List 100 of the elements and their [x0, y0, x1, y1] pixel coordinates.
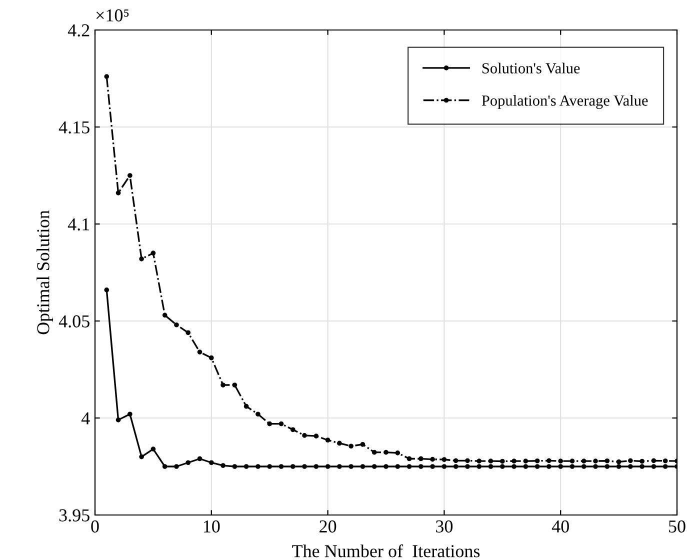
point — [104, 74, 110, 79]
point — [372, 464, 377, 469]
point — [116, 418, 121, 422]
point — [127, 173, 132, 178]
point — [116, 190, 121, 196]
point — [174, 464, 179, 469]
point — [593, 458, 598, 464]
point — [628, 464, 633, 469]
x-tick-label: 0 — [91, 520, 99, 533]
point — [302, 464, 307, 469]
point — [442, 464, 447, 469]
point — [372, 450, 377, 455]
point — [651, 458, 656, 464]
point — [104, 288, 110, 292]
point — [162, 312, 168, 318]
x-tick-label: 40 — [552, 520, 569, 533]
y-tick-label: 4 — [81, 412, 90, 424]
point — [267, 421, 272, 426]
point — [314, 464, 319, 469]
x-tick-label: 10 — [204, 520, 220, 533]
point — [570, 464, 575, 469]
point — [150, 250, 156, 256]
point — [616, 464, 622, 469]
legend-label: Population's Average Value — [482, 94, 648, 109]
point — [197, 350, 202, 354]
point — [534, 464, 540, 469]
point — [220, 382, 226, 388]
point — [244, 404, 249, 409]
point — [430, 456, 435, 462]
point — [628, 458, 633, 464]
point — [476, 464, 482, 469]
point — [453, 464, 458, 469]
point — [604, 458, 610, 464]
point — [651, 464, 656, 469]
point — [208, 460, 214, 466]
point — [512, 464, 516, 469]
point — [150, 446, 156, 452]
point — [267, 464, 272, 469]
point — [453, 458, 458, 464]
point — [337, 440, 342, 446]
point — [523, 458, 528, 464]
point — [384, 464, 388, 469]
point — [488, 464, 494, 469]
point — [465, 464, 470, 469]
point — [640, 464, 645, 469]
point — [232, 382, 238, 388]
point — [442, 457, 447, 462]
point — [581, 464, 586, 469]
point — [360, 442, 366, 447]
point — [139, 256, 144, 262]
point — [139, 454, 144, 460]
point — [616, 459, 622, 464]
point — [256, 412, 260, 417]
point — [546, 458, 552, 464]
point — [232, 464, 238, 469]
point — [186, 330, 191, 336]
point — [325, 438, 330, 443]
point — [174, 322, 179, 328]
point — [558, 458, 564, 464]
y-tick-label: 4.05 — [58, 315, 90, 328]
x-axis-title: The Number of Iterations — [292, 544, 480, 558]
point — [570, 458, 575, 464]
point — [208, 355, 214, 360]
point — [337, 464, 342, 469]
point — [662, 464, 668, 469]
point — [500, 464, 505, 469]
point — [290, 464, 296, 469]
point — [360, 464, 366, 469]
point — [395, 464, 400, 469]
x-tick-label: 20 — [320, 520, 336, 533]
point — [593, 464, 598, 469]
point — [604, 464, 610, 469]
point — [662, 458, 668, 464]
point — [162, 464, 168, 469]
point — [640, 458, 645, 464]
point — [523, 464, 528, 469]
point — [348, 444, 354, 449]
point — [546, 464, 552, 469]
point — [418, 456, 424, 462]
point — [430, 464, 435, 469]
point — [127, 412, 132, 417]
point — [512, 458, 516, 464]
point — [581, 458, 586, 464]
point — [244, 464, 249, 469]
text: ×10⁵ — [96, 9, 129, 22]
point — [465, 458, 470, 464]
point — [197, 456, 202, 462]
point — [488, 458, 494, 464]
point — [290, 427, 296, 432]
point — [186, 460, 191, 466]
point — [406, 456, 412, 462]
y-tick-label: 4.2 — [68, 24, 90, 37]
y-tick-label: 4.1 — [68, 218, 90, 231]
point — [418, 464, 424, 469]
point — [384, 450, 388, 455]
point — [256, 464, 260, 469]
point — [278, 464, 284, 469]
point — [278, 421, 284, 426]
point — [558, 464, 564, 469]
point — [476, 458, 482, 464]
